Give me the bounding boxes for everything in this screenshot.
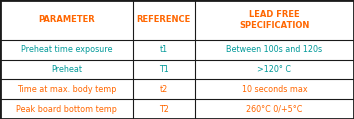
Text: PARAMETER: PARAMETER bbox=[38, 15, 95, 24]
Text: >120° C: >120° C bbox=[257, 65, 291, 74]
Text: Between 100s and 120s: Between 100s and 120s bbox=[226, 45, 322, 54]
Text: Time at max. body temp: Time at max. body temp bbox=[17, 85, 116, 94]
Text: 260°C 0/+5°C: 260°C 0/+5°C bbox=[246, 105, 303, 114]
Text: Preheat: Preheat bbox=[51, 65, 82, 74]
Text: Preheat time exposure: Preheat time exposure bbox=[21, 45, 112, 54]
Text: t1: t1 bbox=[160, 45, 168, 54]
Text: LEAD FREE
SPECIFICATION: LEAD FREE SPECIFICATION bbox=[239, 10, 309, 30]
Text: T2: T2 bbox=[159, 105, 169, 114]
Text: Peak board bottom temp: Peak board bottom temp bbox=[16, 105, 117, 114]
Text: REFERENCE: REFERENCE bbox=[137, 15, 191, 24]
Text: t2: t2 bbox=[160, 85, 168, 94]
Text: 10 seconds max: 10 seconds max bbox=[241, 85, 307, 94]
Text: T1: T1 bbox=[159, 65, 169, 74]
